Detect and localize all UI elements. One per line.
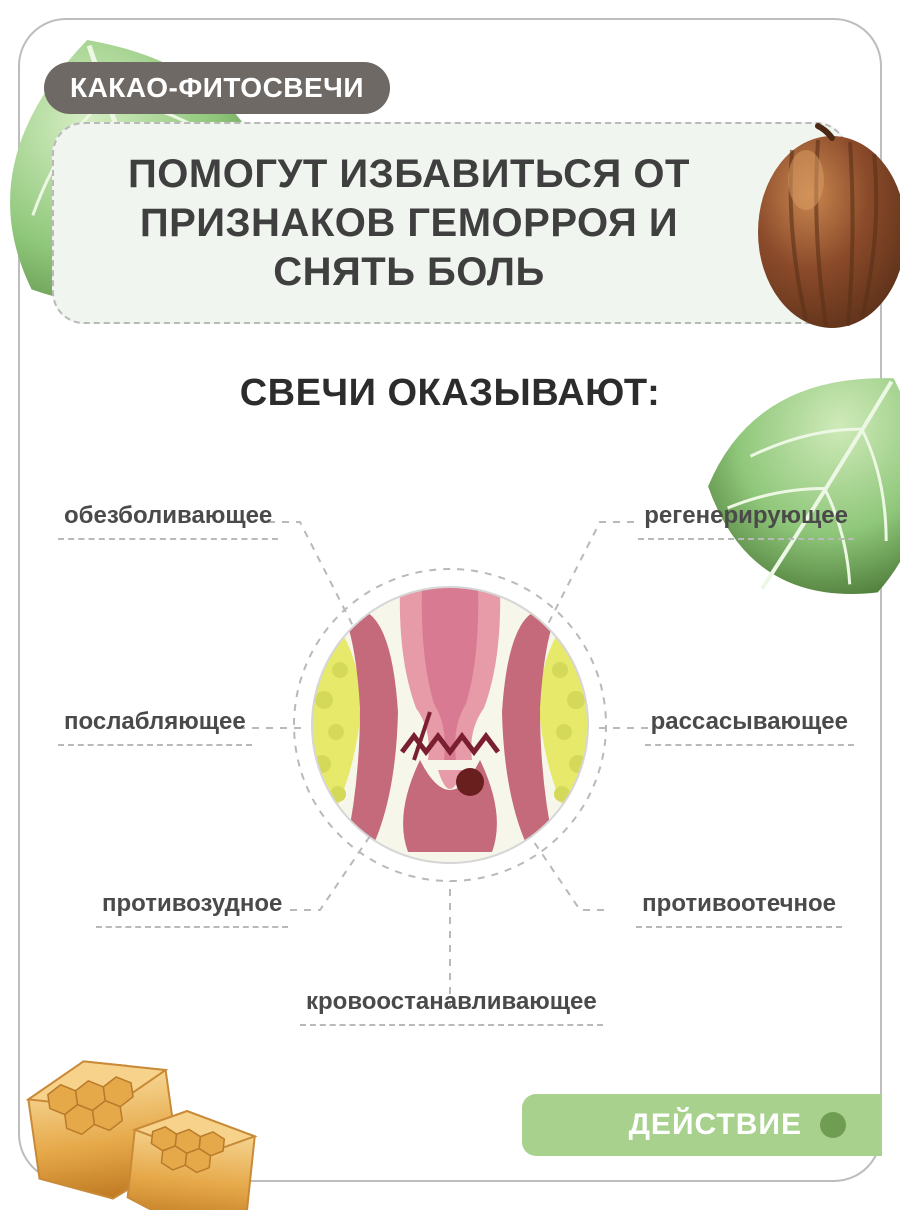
effects-diagram	[0, 460, 900, 1040]
label-6: противоотечное	[636, 886, 842, 928]
cacao-pod-icon	[722, 122, 900, 342]
product-badge: КАКАО-ФИТОСВЕЧИ	[44, 62, 390, 114]
honeycomb-icon	[0, 970, 310, 1210]
label-1: обезболивающее	[58, 498, 278, 540]
label-5: противозудное	[96, 886, 288, 928]
label-3: послабляющее	[58, 704, 252, 746]
label-7: кровоостанавливающее	[300, 984, 603, 1026]
label-2: регенерирующее	[638, 498, 854, 540]
section-title: СВЕЧИ ОКАЗЫВАЮТ:	[0, 372, 900, 415]
footer-bar: ДЕЙСТВИЕ	[522, 1094, 882, 1156]
hero-text: ПОМОГУТ ИЗБАВИТЬСЯ ОТ ПРИЗНАКОВ ГЕМОРРОЯ…	[82, 150, 736, 296]
footer-text: ДЕЙСТВИЕ	[629, 1108, 802, 1142]
footer-dot-icon	[820, 1112, 846, 1138]
label-4: рассасывающее	[645, 704, 854, 746]
